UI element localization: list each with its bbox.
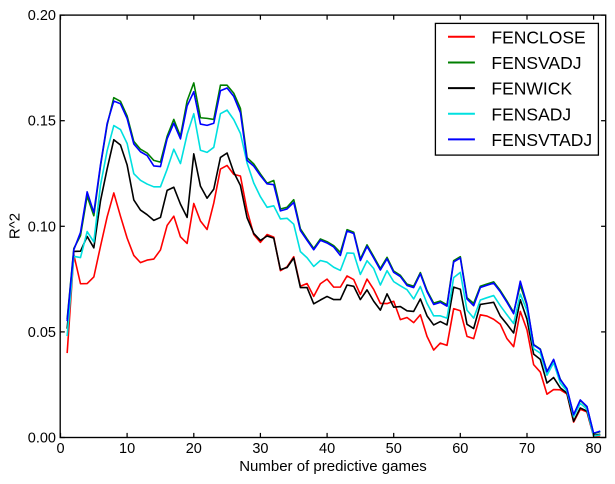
svg-text:0.05: 0.05: [28, 325, 56, 341]
svg-text:0.00: 0.00: [28, 431, 56, 447]
svg-text:20: 20: [186, 441, 202, 457]
svg-text:50: 50: [386, 441, 402, 457]
svg-text:10: 10: [119, 441, 135, 457]
svg-text:0.20: 0.20: [28, 8, 56, 24]
svg-text:FENSVTADJ: FENSVTADJ: [491, 130, 592, 150]
svg-text:80: 80: [586, 441, 602, 457]
svg-text:60: 60: [452, 441, 468, 457]
svg-text:0.15: 0.15: [28, 114, 56, 130]
svg-text:30: 30: [252, 441, 268, 457]
svg-text:FENSADJ: FENSADJ: [491, 104, 571, 124]
svg-text:70: 70: [519, 441, 535, 457]
svg-text:FENSVADJ: FENSVADJ: [491, 53, 581, 73]
svg-text:Number of predictive games: Number of predictive games: [239, 458, 427, 475]
svg-text:FENCLOSE: FENCLOSE: [491, 27, 585, 47]
svg-text:R^2: R^2: [7, 213, 24, 239]
svg-text:0: 0: [56, 441, 64, 457]
svg-text:FENWICK: FENWICK: [491, 79, 572, 99]
svg-text:40: 40: [319, 441, 335, 457]
svg-text:0.10: 0.10: [28, 219, 56, 235]
